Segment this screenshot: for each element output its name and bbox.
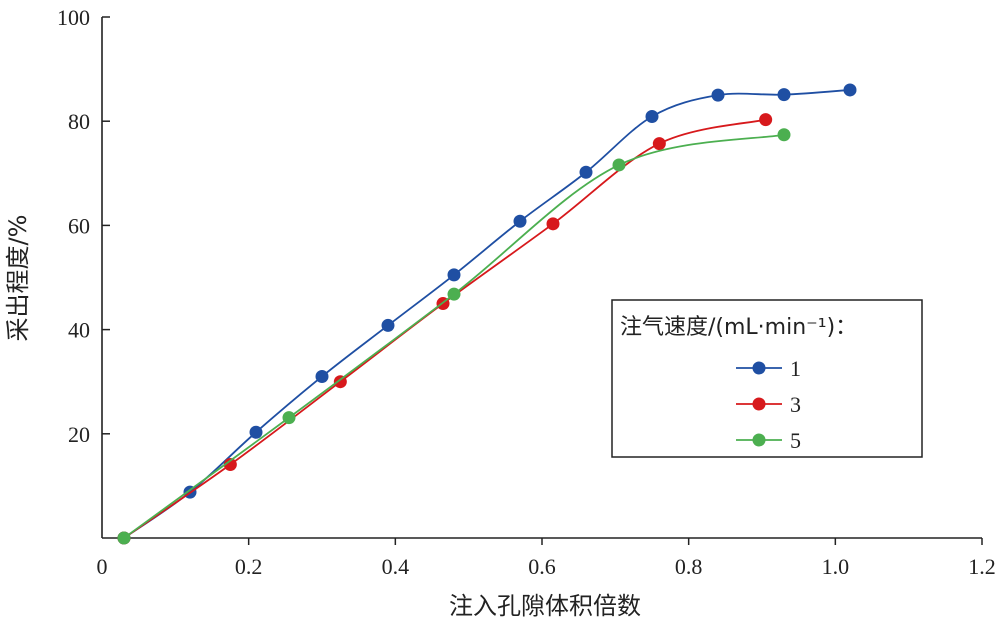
x-tick-label: 1.2	[968, 554, 996, 579]
x-axis-title: 注入孔隙体积倍数	[449, 592, 641, 620]
data-point	[117, 531, 131, 545]
data-point	[223, 458, 237, 472]
legend-title: 注气速度/(mL·min⁻¹)：	[620, 315, 857, 340]
x-tick-label: 1.0	[822, 554, 850, 579]
data-point	[579, 165, 593, 179]
x-tick-label: 0	[97, 554, 108, 579]
axes: 0 0.2 0.4 0.6 0.8 1.0 1.2 20 40 60 80 100	[57, 5, 996, 579]
data-point	[381, 318, 395, 332]
legend: 注气速度/(mL·min⁻¹)： 1 3 5	[611, 299, 923, 458]
x-tick-label: 0.8	[675, 554, 703, 579]
data-point	[249, 425, 263, 439]
y-tick-label: 80	[68, 109, 90, 134]
legend-box	[611, 299, 923, 458]
data-point	[612, 158, 626, 172]
x-tick-label: 0.2	[235, 554, 263, 579]
data-point	[447, 268, 461, 282]
legend-label: 3	[790, 392, 801, 417]
data-point	[315, 369, 329, 383]
legend-item-3: 3	[736, 392, 801, 417]
legend-item-1: 1	[736, 356, 801, 381]
legend-label: 5	[790, 428, 801, 453]
series-layer	[117, 83, 857, 545]
legend-swatch-marker	[752, 433, 766, 447]
data-point	[546, 217, 560, 231]
legend-items: 1 3 5	[736, 356, 801, 453]
data-point	[759, 113, 773, 127]
data-point	[645, 110, 659, 124]
legend-item-5: 5	[736, 428, 801, 453]
legend-swatch-marker	[752, 361, 766, 375]
data-point	[513, 214, 527, 228]
y-tick-label: 40	[68, 318, 90, 343]
data-point	[777, 128, 791, 142]
y-tick-label: 60	[68, 213, 90, 238]
data-point	[843, 83, 857, 97]
legend-label: 1	[790, 356, 801, 381]
data-point	[777, 88, 791, 102]
y-axis-title: 采出程度/%	[4, 215, 32, 342]
x-tick-label: 0.4	[382, 554, 410, 579]
data-point	[652, 137, 666, 151]
series-5	[117, 128, 791, 545]
x-tick-label: 0.6	[528, 554, 556, 579]
data-point	[333, 375, 347, 389]
legend-swatch-marker	[752, 397, 766, 411]
data-point	[447, 287, 461, 301]
y-tick-label: 20	[68, 422, 90, 447]
data-point	[711, 88, 725, 102]
y-tick-label: 100	[57, 5, 90, 30]
data-point	[282, 411, 296, 425]
